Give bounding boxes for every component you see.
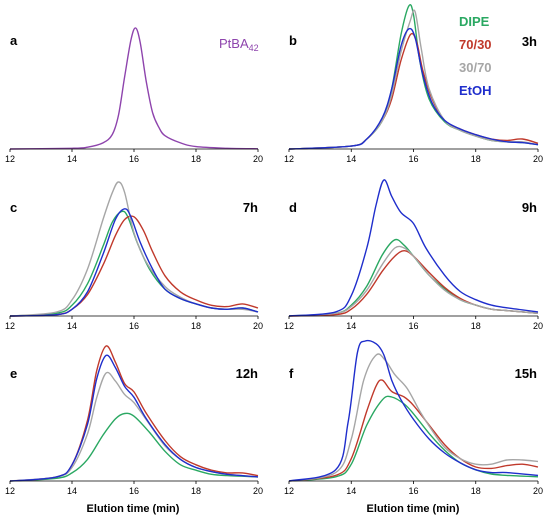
panel-e-tick-label-20: 20 — [253, 486, 263, 496]
panel-f-series-line-1 — [288, 379, 539, 482]
x-axis-label-left: Elution time (min) — [87, 503, 180, 515]
panel-b-tick-label-14: 14 — [346, 154, 356, 164]
panel-d-tick-label-16: 16 — [408, 321, 418, 331]
panel-c-tick-label-16: 16 — [129, 321, 139, 331]
panel-b-label: b — [289, 33, 297, 48]
panel-b: 12 14 16 18 20 b 3h — [284, 3, 543, 164]
panel-a-label: a — [10, 33, 18, 48]
panel-a-tick-label-18: 18 — [191, 154, 201, 164]
panel-f: 12 14 16 18 20 f 15h — [284, 339, 543, 496]
panel-c-label: c — [10, 200, 17, 215]
legend: DIPE 70/30 30/70 EtOH — [459, 14, 492, 98]
panel-b-series-line-3 — [288, 27, 539, 150]
panel-d-series-line-0 — [288, 238, 539, 317]
panel-e-tick-label-18: 18 — [191, 486, 201, 496]
panel-e-tick-label-14: 14 — [67, 486, 77, 496]
panel-d-series-line-3 — [288, 179, 539, 317]
panel-d-series-line-2 — [288, 245, 539, 317]
panel-a-tick-label-16: 16 — [129, 154, 139, 164]
panel-a: 12 14 16 18 20 a — [5, 27, 263, 164]
panel-e-series-line-2 — [9, 371, 259, 482]
panel-e-label: e — [10, 366, 17, 381]
panel-f-title: 15h — [515, 366, 537, 381]
panel-e-tick-label-16: 16 — [129, 486, 139, 496]
panel-c-series-line-1 — [9, 215, 259, 317]
panel-a-tick-label-14: 14 — [67, 154, 77, 164]
panel-f-tick-label-18: 18 — [471, 486, 481, 496]
panel-d-tick-label-14: 14 — [346, 321, 356, 331]
panel-e-title: 12h — [236, 366, 258, 381]
panel-b-title: 3h — [522, 34, 537, 49]
panel-b-series-line-2 — [288, 9, 539, 150]
legend-entry-30-70: 30/70 — [459, 60, 492, 75]
panel-f-series-line-3 — [288, 339, 539, 482]
panel-a-tick-label-20: 20 — [253, 154, 263, 164]
panel-f-tick-label-20: 20 — [533, 486, 543, 496]
legend-entry-etoh: EtOH — [459, 83, 492, 98]
panel-b-tick-label-20: 20 — [533, 154, 543, 164]
panel-b-tick-label-12: 12 — [284, 154, 294, 164]
panel-f-series-line-2 — [288, 353, 539, 482]
panel-e-series-line-1 — [9, 345, 259, 482]
panel-e: 12 14 16 18 20 e 12h — [5, 345, 263, 496]
panel-d-tick-label-18: 18 — [471, 321, 481, 331]
compound-label: PtBA42 — [219, 36, 259, 53]
panel-d-label: d — [289, 200, 297, 215]
panel-e-series-line-3 — [9, 354, 259, 482]
panel-a-series-line-0 — [9, 27, 259, 150]
panel-c-tick-label-20: 20 — [253, 321, 263, 331]
panel-d: 12 14 16 18 20 d 9h — [284, 179, 543, 331]
panel-c-title: 7h — [243, 200, 258, 215]
compound-name: PtBA — [219, 36, 249, 51]
legend-entry-70-30: 70/30 — [459, 37, 492, 52]
panel-b-tick-label-18: 18 — [471, 154, 481, 164]
panel-b-tick-label-16: 16 — [408, 154, 418, 164]
panel-c-tick-label-12: 12 — [5, 321, 15, 331]
panel-c-series-line-3 — [9, 208, 259, 317]
panel-c-tick-label-14: 14 — [67, 321, 77, 331]
panel-d-series-line-1 — [288, 249, 539, 317]
x-axis-label-right: Elution time (min) — [367, 503, 460, 515]
compound-subscript: 42 — [249, 43, 259, 53]
panel-d-tick-label-20: 20 — [533, 321, 543, 331]
panel-f-tick-label-16: 16 — [408, 486, 418, 496]
panel-c: 12 14 16 18 20 c 7h — [5, 181, 263, 331]
panel-a-tick-label-12: 12 — [5, 154, 15, 164]
panel-b-series-line-0 — [288, 3, 539, 150]
panel-e-tick-label-12: 12 — [5, 486, 15, 496]
panel-c-series-line-2 — [9, 181, 259, 317]
panel-e-series-line-0 — [9, 412, 259, 482]
panel-c-tick-label-18: 18 — [191, 321, 201, 331]
panel-f-series-line-0 — [288, 395, 539, 482]
panel-d-title: 9h — [522, 200, 537, 215]
panel-d-tick-label-12: 12 — [284, 321, 294, 331]
legend-entry-dipe: DIPE — [459, 14, 490, 29]
panel-f-label: f — [289, 366, 294, 381]
panel-b-series-line-1 — [288, 32, 539, 150]
panel-f-tick-label-14: 14 — [346, 486, 356, 496]
panel-f-tick-label-12: 12 — [284, 486, 294, 496]
